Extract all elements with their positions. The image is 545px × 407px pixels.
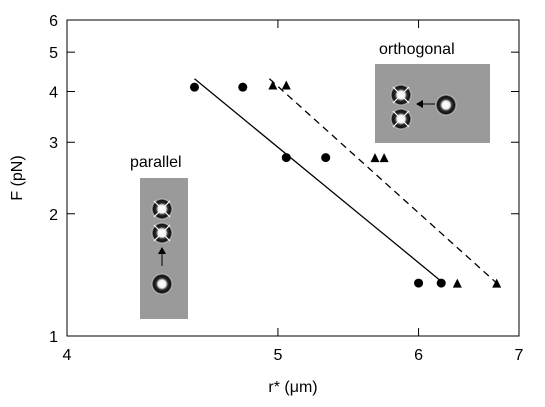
- bead-icon: [151, 273, 173, 295]
- y-axis-ticks: 1 2 3 4 5 6: [49, 13, 519, 346]
- data-point-triangle: [379, 153, 389, 163]
- data-point-triangle: [370, 153, 380, 163]
- data-point-triangle: [492, 278, 502, 288]
- annotation-parallel: parallel: [130, 154, 182, 171]
- arrow-up-icon: [158, 247, 166, 266]
- data-point-circle: [189, 82, 199, 92]
- x-tick-label: 5: [273, 347, 282, 364]
- arrow-left-icon: [416, 100, 436, 108]
- y-tick-label: 3: [49, 135, 58, 152]
- inset-orthogonal: orthogonal: [375, 41, 490, 143]
- fit-line-circle: [194, 78, 444, 284]
- y-tick-label: 6: [49, 13, 58, 30]
- data-point-triangle: [268, 80, 278, 90]
- data-markers: [189, 80, 502, 288]
- fit-lines: [194, 78, 498, 284]
- y-tick-label: 1: [49, 329, 58, 346]
- x-tick-label: 6: [414, 347, 423, 364]
- data-point-circle: [321, 153, 331, 163]
- y-tick-label: 4: [49, 85, 58, 102]
- fit-line-triangle: [268, 78, 498, 284]
- x-tick-label: 4: [63, 347, 72, 364]
- data-point-circle: [238, 82, 248, 92]
- data-point-circle: [281, 153, 291, 163]
- y-tick-label: 5: [49, 45, 58, 62]
- x-tick-label: 7: [515, 347, 524, 364]
- bead-icon: [435, 94, 457, 116]
- data-point-circle: [436, 278, 446, 288]
- y-tick-label: 2: [49, 207, 58, 224]
- data-point-triangle: [452, 278, 462, 288]
- data-point-triangle: [281, 80, 291, 90]
- annotation-orthogonal: orthogonal: [379, 41, 455, 58]
- y-axis-label: F (pN): [9, 155, 26, 200]
- bead-icon: [151, 222, 173, 244]
- bead-icon: [151, 198, 173, 220]
- x-axis-label: r* (μm): [268, 379, 317, 396]
- x-axis-ticks: 4 5 6 7: [63, 20, 524, 364]
- bead-icon: [390, 84, 412, 106]
- inset-parallel: parallel: [130, 154, 188, 319]
- data-point-circle: [414, 278, 424, 288]
- bead-icon: [390, 108, 412, 130]
- plot-frame: [66, 19, 520, 337]
